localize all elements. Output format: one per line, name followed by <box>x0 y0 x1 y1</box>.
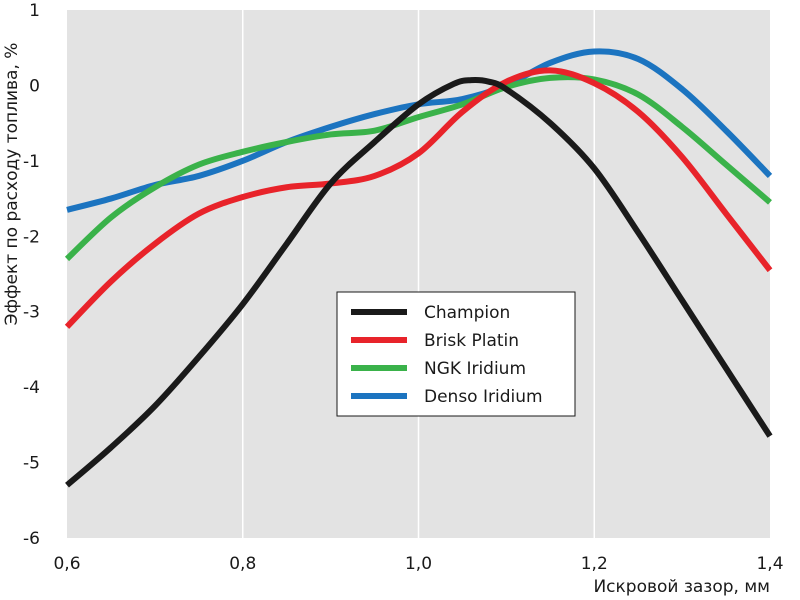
legend-label-brisk-platin: Brisk Platin <box>424 331 519 351</box>
legend-label-ngk-iridium: NGK Iridium <box>424 359 526 379</box>
y-tick-label: 1 <box>29 1 40 21</box>
y-tick-label: -3 <box>23 303 40 323</box>
y-tick-label: -5 <box>23 454 40 474</box>
y-tick-label: -6 <box>23 529 40 549</box>
x-tick-label: 1,0 <box>405 554 432 574</box>
x-tick-label: 1,4 <box>756 554 783 574</box>
x-axis-ticks: 0,6 0,8 1,0 1,2 1,4 <box>53 554 783 574</box>
x-tick-label: 1,2 <box>581 554 608 574</box>
y-tick-label: 0 <box>29 76 40 96</box>
series-lines <box>64 48 773 488</box>
y-tick-label: -1 <box>23 152 40 172</box>
x-axis-title: Искровой зазор, мм <box>593 577 770 597</box>
y-tick-label: -4 <box>23 378 40 398</box>
y-axis-title: Эффект по расходу топлива, % <box>2 43 22 326</box>
x-tick-label: 0,8 <box>229 554 256 574</box>
series-line-champion <box>65 77 773 488</box>
x-tick-label: 0,6 <box>53 554 80 574</box>
gridlines <box>242 10 595 538</box>
legend-label-champion: Champion <box>424 303 510 323</box>
series-line-brisk-platin <box>64 67 773 329</box>
legend: Champion Brisk Platin NGK Iridium Denso Iri… <box>336 291 576 417</box>
y-axis-ticks: 1 0 -1 -2 -3 -4 -5 -6 <box>23 1 40 549</box>
y-tick-label: -2 <box>23 227 40 247</box>
series-line-ngk-iridium <box>64 74 772 262</box>
legend-label-denso-iridium: Denso Iridium <box>424 387 543 407</box>
